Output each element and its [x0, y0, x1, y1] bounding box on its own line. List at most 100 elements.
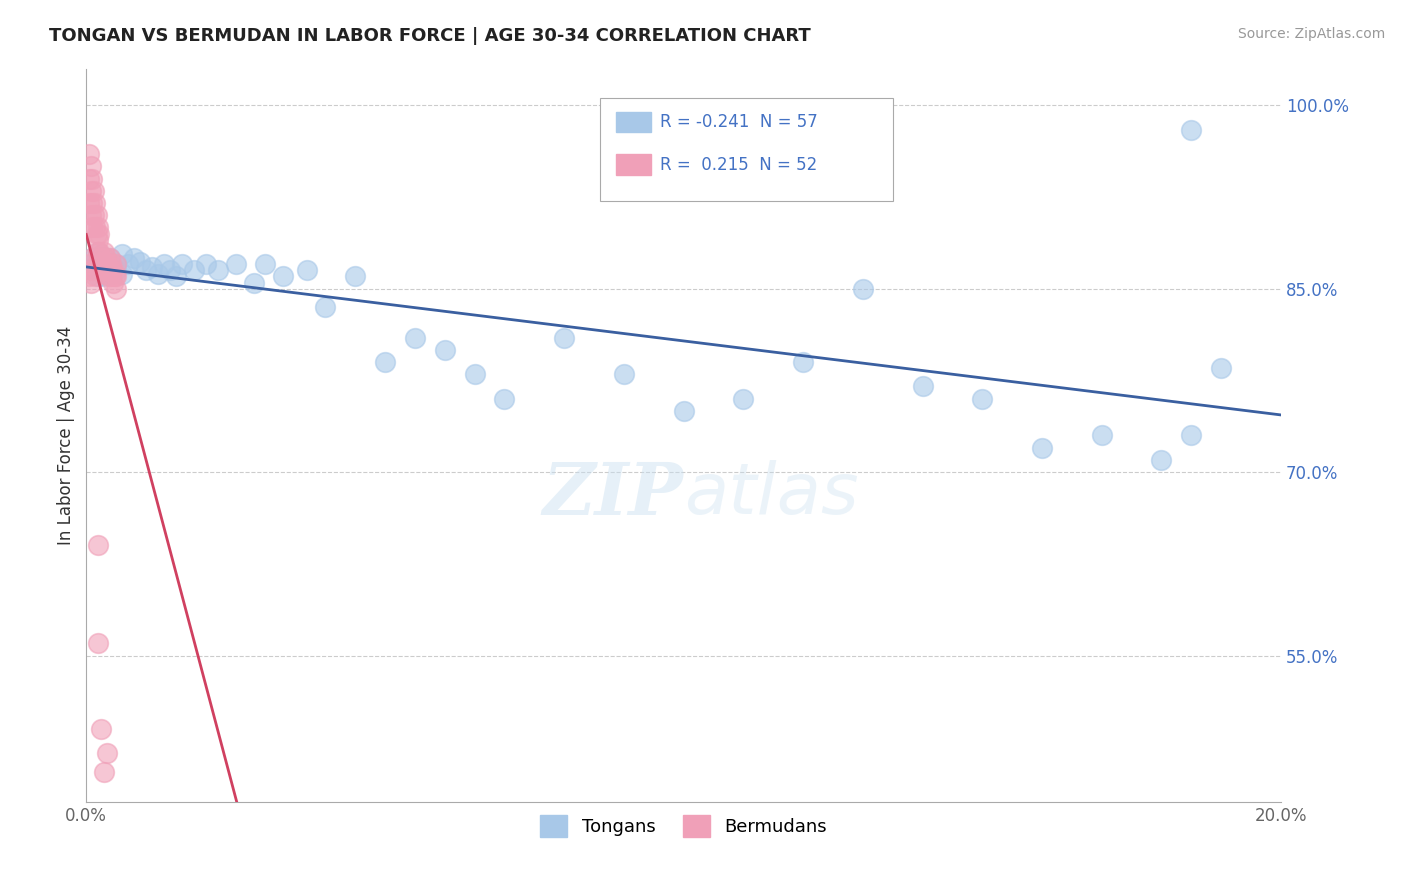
Point	[344, 269, 367, 284]
Point	[87, 244, 110, 259]
Point	[94, 251, 117, 265]
Point	[105, 269, 128, 284]
Y-axis label: In Labor Force | Age 30-34: In Labor Force | Age 30-34	[58, 326, 75, 545]
Point	[105, 257, 128, 271]
Point	[374, 355, 396, 369]
Point	[404, 330, 426, 344]
Text: Source: ZipAtlas.com: Source: ZipAtlas.com	[1237, 27, 1385, 41]
Point	[225, 257, 247, 271]
Point	[82, 257, 104, 271]
Point	[84, 220, 107, 235]
Point	[93, 263, 115, 277]
Point	[111, 267, 134, 281]
Point	[105, 263, 128, 277]
Point	[98, 260, 121, 274]
Point	[433, 343, 456, 357]
Point	[93, 269, 115, 284]
Legend: Tongans, Bermudans: Tongans, Bermudans	[533, 808, 834, 845]
Point	[77, 147, 100, 161]
Point	[494, 392, 516, 406]
Point	[117, 257, 139, 271]
Point	[852, 282, 875, 296]
Point	[1150, 453, 1173, 467]
Point	[93, 263, 115, 277]
Point	[77, 269, 100, 284]
Point	[87, 244, 110, 259]
Point	[98, 263, 121, 277]
Point	[87, 269, 110, 284]
Point	[613, 368, 636, 382]
Point	[86, 227, 108, 241]
FancyBboxPatch shape	[616, 112, 651, 132]
Point	[194, 257, 217, 271]
Point	[101, 263, 124, 277]
Point	[89, 227, 111, 241]
Text: TONGAN VS BERMUDAN IN LABOR FORCE | AGE 30-34 CORRELATION CHART: TONGAN VS BERMUDAN IN LABOR FORCE | AGE …	[49, 27, 811, 45]
Point	[82, 196, 104, 211]
Point	[80, 184, 103, 198]
Point	[1031, 441, 1053, 455]
Point	[1180, 428, 1202, 442]
Point	[911, 379, 934, 393]
Point	[314, 300, 336, 314]
Point	[77, 257, 100, 271]
Point	[1091, 428, 1114, 442]
Point	[94, 263, 117, 277]
Point	[84, 269, 107, 284]
Point	[93, 251, 115, 265]
Point	[100, 257, 122, 271]
Point	[1211, 361, 1233, 376]
Point	[101, 276, 124, 290]
Point	[86, 208, 108, 222]
FancyBboxPatch shape	[600, 98, 893, 201]
Point	[100, 269, 122, 284]
Point	[165, 269, 187, 284]
Point	[93, 257, 115, 271]
Text: ZIP: ZIP	[543, 458, 683, 530]
Point	[553, 330, 575, 344]
Point	[93, 257, 115, 271]
Point	[242, 276, 264, 290]
Point	[98, 267, 121, 281]
Point	[90, 257, 112, 271]
Point	[87, 220, 110, 235]
Point	[464, 368, 486, 382]
FancyBboxPatch shape	[616, 154, 651, 175]
Point	[105, 282, 128, 296]
Point	[80, 276, 103, 290]
Point	[83, 263, 105, 277]
Point	[80, 208, 103, 222]
Point	[90, 251, 112, 265]
Point	[129, 254, 152, 268]
Point	[89, 244, 111, 259]
Point	[792, 355, 814, 369]
Point	[135, 263, 157, 277]
Text: R =  0.215  N = 52: R = 0.215 N = 52	[659, 155, 817, 174]
Point	[122, 251, 145, 265]
Point	[90, 722, 112, 736]
Point	[77, 196, 100, 211]
Point	[207, 263, 229, 277]
Point	[82, 251, 104, 265]
Point	[87, 233, 110, 247]
Point	[170, 257, 193, 271]
Point	[82, 171, 104, 186]
Point	[159, 263, 181, 277]
Point	[86, 257, 108, 271]
Point	[183, 263, 205, 277]
Point	[93, 244, 115, 259]
Text: atlas: atlas	[683, 459, 858, 529]
Point	[141, 260, 163, 274]
Point	[297, 263, 319, 277]
Point	[87, 257, 110, 271]
Point	[672, 404, 695, 418]
Point	[146, 267, 169, 281]
Point	[87, 263, 110, 277]
Point	[82, 220, 104, 235]
Point	[77, 171, 100, 186]
Point	[111, 247, 134, 261]
Point	[105, 257, 128, 271]
Point	[104, 269, 127, 284]
Point	[972, 392, 994, 406]
Text: R = -0.241  N = 57: R = -0.241 N = 57	[659, 113, 817, 131]
